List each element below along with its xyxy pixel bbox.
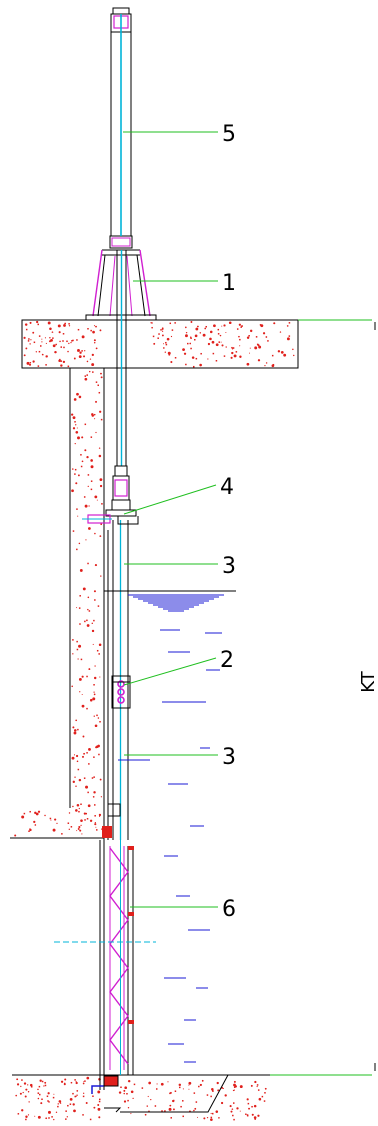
side-label: KT	[358, 670, 378, 692]
gate-stem	[103, 250, 129, 840]
callout-3-lower: 3	[222, 745, 236, 770]
hoist-frame	[85, 235, 157, 321]
water-surface	[104, 590, 236, 1063]
callout-4: 4	[220, 475, 234, 500]
stem-coupling	[82, 465, 139, 525]
concrete-left-wall	[69, 367, 105, 839]
leader-lines	[123, 131, 372, 1076]
screw-rod-upper	[110, 7, 132, 236]
callout-3-upper: 3	[222, 554, 236, 579]
callout-5: 5	[222, 122, 236, 147]
ground-lines	[10, 319, 298, 1113]
gate-leaf	[54, 803, 156, 1094]
callout-1: 1	[222, 271, 236, 296]
callout-2: 2	[220, 648, 234, 673]
callout-6: 6	[222, 897, 236, 922]
concrete-bottom-slab	[14, 1075, 268, 1122]
concrete-top-slab	[21, 319, 299, 369]
gate-block	[111, 675, 131, 709]
concrete-speckle-pattern	[14, 320, 295, 1121]
